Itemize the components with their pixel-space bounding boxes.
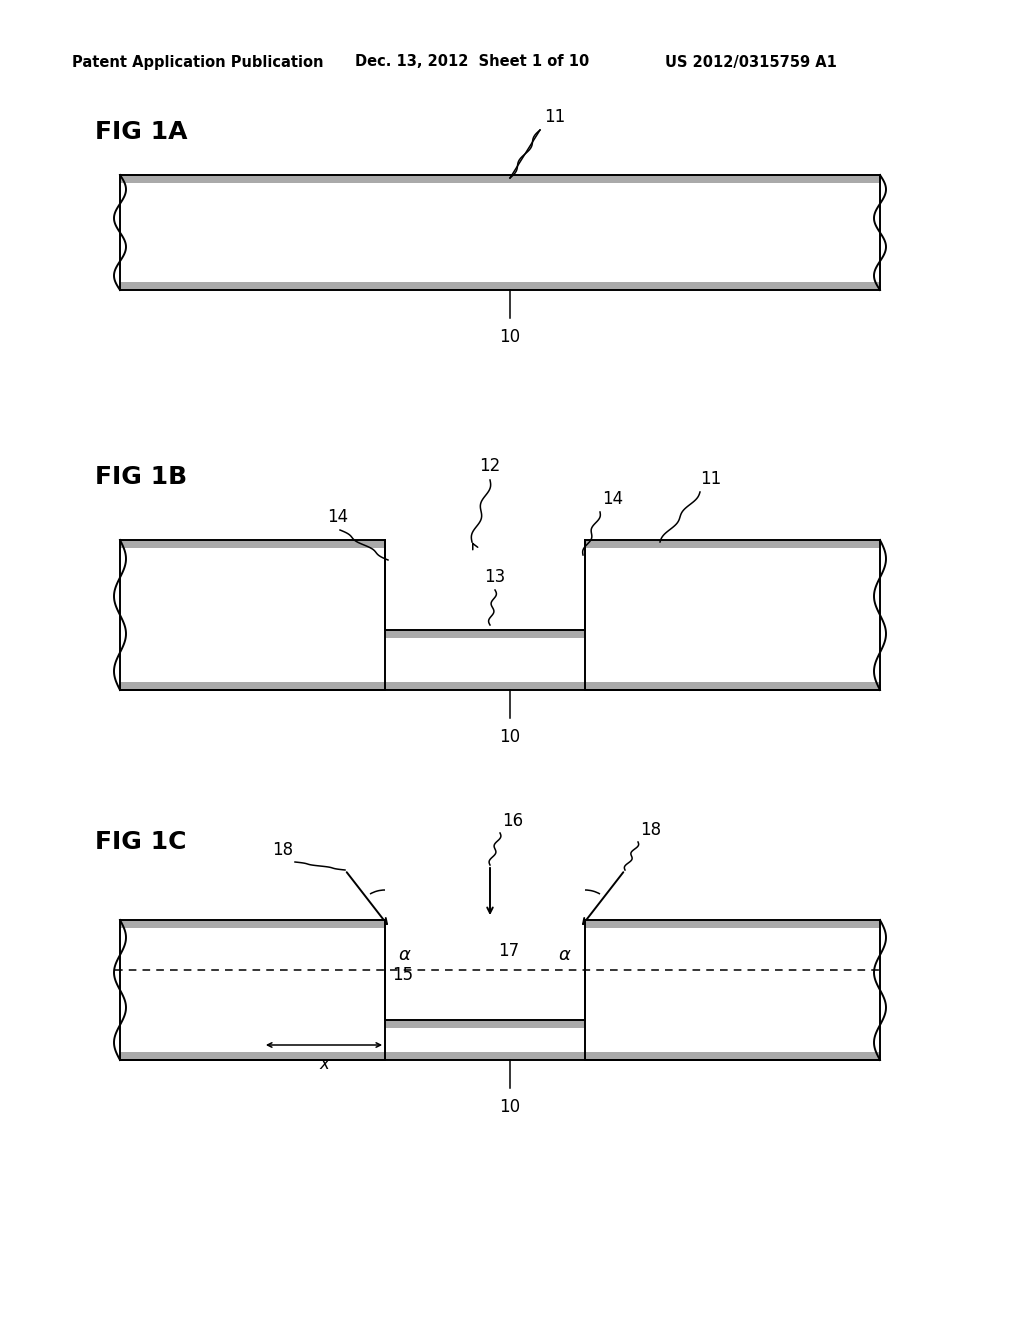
Text: 14: 14 — [328, 508, 348, 525]
Text: FIG 1A: FIG 1A — [95, 120, 187, 144]
Bar — [120, 920, 385, 1060]
Bar — [120, 920, 385, 1060]
Text: FIG 1B: FIG 1B — [95, 465, 187, 488]
Bar — [120, 920, 385, 928]
Text: 15: 15 — [392, 966, 413, 983]
Text: US 2012/0315759 A1: US 2012/0315759 A1 — [665, 54, 837, 70]
Text: 11: 11 — [700, 470, 721, 488]
Text: 10: 10 — [500, 1098, 520, 1115]
Text: 18: 18 — [640, 821, 662, 840]
Text: 16: 16 — [502, 812, 523, 830]
Bar — [585, 540, 880, 548]
Bar — [120, 176, 880, 183]
Bar — [120, 176, 880, 290]
Bar — [585, 920, 880, 1060]
Text: 17: 17 — [498, 942, 519, 960]
Bar — [120, 540, 385, 690]
Bar — [120, 176, 880, 290]
Text: α: α — [558, 946, 570, 964]
Bar — [120, 1052, 880, 1060]
Bar — [120, 540, 385, 690]
Bar — [585, 920, 880, 928]
Bar — [585, 920, 880, 1060]
Bar — [120, 682, 880, 690]
Text: Patent Application Publication: Patent Application Publication — [72, 54, 324, 70]
Text: 18: 18 — [272, 841, 293, 859]
Text: 12: 12 — [479, 457, 501, 475]
Text: α: α — [398, 946, 410, 964]
Text: Dec. 13, 2012  Sheet 1 of 10: Dec. 13, 2012 Sheet 1 of 10 — [355, 54, 589, 70]
Text: 10: 10 — [500, 729, 520, 746]
Text: FIG 1C: FIG 1C — [95, 830, 186, 854]
Text: 10: 10 — [500, 327, 520, 346]
Bar — [385, 630, 585, 638]
Bar — [120, 540, 385, 548]
Bar — [585, 540, 880, 690]
Bar — [585, 540, 880, 690]
Text: x: x — [319, 1055, 329, 1073]
Text: 13: 13 — [484, 568, 506, 586]
Text: 11: 11 — [544, 108, 565, 125]
Text: 14: 14 — [602, 490, 624, 508]
Bar — [385, 1020, 585, 1028]
Bar — [120, 282, 880, 290]
